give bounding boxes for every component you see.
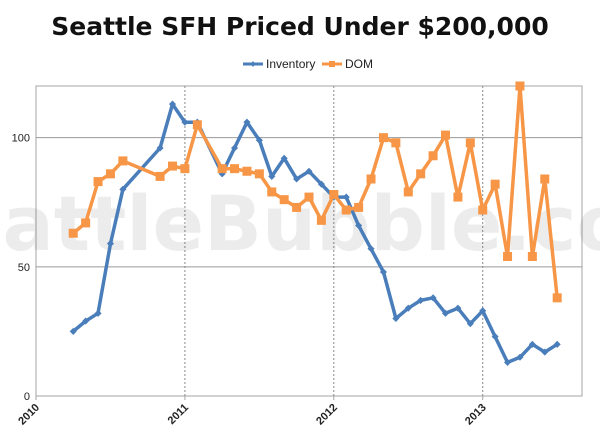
data-point bbox=[379, 268, 387, 276]
data-point bbox=[156, 144, 164, 152]
data-point bbox=[105, 169, 115, 179]
data-point bbox=[417, 296, 425, 304]
plot-area bbox=[35, 85, 583, 397]
x-tick-label: 2010 bbox=[16, 402, 42, 428]
legend-label-dom: DOM bbox=[345, 57, 373, 71]
data-point bbox=[217, 164, 227, 174]
data-point bbox=[180, 164, 190, 174]
data-point bbox=[478, 205, 488, 215]
data-point bbox=[354, 202, 364, 212]
data-point bbox=[329, 190, 339, 199]
data-point bbox=[317, 180, 325, 188]
data-point bbox=[341, 205, 351, 215]
y-tick-label: 100 bbox=[12, 133, 30, 145]
data-point bbox=[255, 136, 263, 144]
data-point bbox=[293, 175, 301, 183]
data-point bbox=[243, 118, 251, 126]
y-tick-label: 50 bbox=[18, 262, 30, 274]
y-axis: 0 50 100 bbox=[12, 133, 30, 403]
series-layer bbox=[68, 81, 562, 366]
legend-marker-inventory bbox=[250, 61, 256, 67]
data-point bbox=[404, 304, 412, 312]
x-tick-label: 2012 bbox=[314, 402, 340, 428]
data-point bbox=[441, 309, 450, 317]
data-point bbox=[527, 252, 537, 261]
data-point bbox=[491, 333, 499, 341]
data-point bbox=[304, 192, 314, 202]
data-point bbox=[305, 167, 313, 175]
legend-item-dom: DOM bbox=[322, 57, 373, 71]
chart-title: Seattle SFH Priced Under $200,000 bbox=[51, 12, 549, 41]
data-point bbox=[119, 185, 127, 193]
x-axis: 2010 2011 2012 2013 bbox=[16, 396, 489, 427]
data-point bbox=[490, 179, 500, 189]
data-point bbox=[280, 154, 288, 162]
data-point bbox=[155, 171, 165, 181]
data-point bbox=[453, 192, 463, 202]
data-point bbox=[168, 100, 177, 108]
data-point bbox=[68, 228, 78, 238]
data-point bbox=[378, 133, 388, 143]
data-point bbox=[366, 174, 376, 184]
watermark: SeattleBubble.com bbox=[0, 179, 600, 268]
data-point bbox=[441, 130, 450, 140]
data-point bbox=[391, 138, 401, 148]
data-point bbox=[515, 81, 525, 91]
data-point bbox=[69, 327, 77, 335]
data-point bbox=[292, 202, 302, 212]
data-point bbox=[553, 340, 561, 348]
y-tick-label: 0 bbox=[24, 391, 30, 403]
data-point bbox=[342, 193, 350, 201]
legend: Inventory DOM bbox=[243, 57, 373, 71]
data-point bbox=[428, 151, 438, 161]
data-point bbox=[231, 144, 239, 152]
data-point bbox=[168, 161, 177, 171]
data-point bbox=[552, 293, 562, 303]
plot-border bbox=[35, 85, 583, 397]
series-dom bbox=[68, 81, 562, 303]
data-point bbox=[181, 118, 189, 126]
data-point bbox=[466, 320, 474, 328]
data-point bbox=[268, 172, 276, 180]
legend-label-inventory: Inventory bbox=[266, 57, 315, 71]
data-point bbox=[416, 169, 426, 179]
legend-marker-dom bbox=[329, 61, 335, 67]
data-point bbox=[82, 317, 90, 325]
data-point bbox=[516, 353, 524, 361]
data-point bbox=[367, 245, 375, 253]
data-point bbox=[541, 348, 549, 356]
legend-item-inventory: Inventory bbox=[243, 57, 315, 71]
data-point bbox=[454, 304, 462, 312]
data-point bbox=[392, 314, 400, 323]
x-tick-label: 2011 bbox=[166, 402, 191, 427]
data-point bbox=[230, 164, 240, 174]
data-point bbox=[242, 166, 252, 176]
data-point bbox=[93, 177, 103, 187]
data-point bbox=[118, 156, 128, 166]
data-point bbox=[540, 174, 550, 184]
data-point bbox=[465, 138, 475, 148]
data-point bbox=[403, 187, 413, 197]
x-tick-label: 2013 bbox=[463, 402, 489, 428]
data-point bbox=[479, 307, 487, 315]
data-point bbox=[81, 218, 91, 228]
data-point bbox=[504, 358, 512, 366]
data-point bbox=[94, 309, 102, 317]
data-point bbox=[503, 252, 513, 261]
data-point bbox=[316, 215, 326, 225]
data-point bbox=[528, 340, 536, 348]
data-point bbox=[254, 169, 264, 179]
gridlines bbox=[36, 86, 582, 396]
data-point bbox=[355, 221, 363, 230]
data-point bbox=[192, 120, 202, 130]
data-point bbox=[429, 294, 437, 302]
data-point bbox=[106, 240, 114, 248]
data-point bbox=[267, 187, 277, 197]
data-point bbox=[279, 195, 289, 205]
